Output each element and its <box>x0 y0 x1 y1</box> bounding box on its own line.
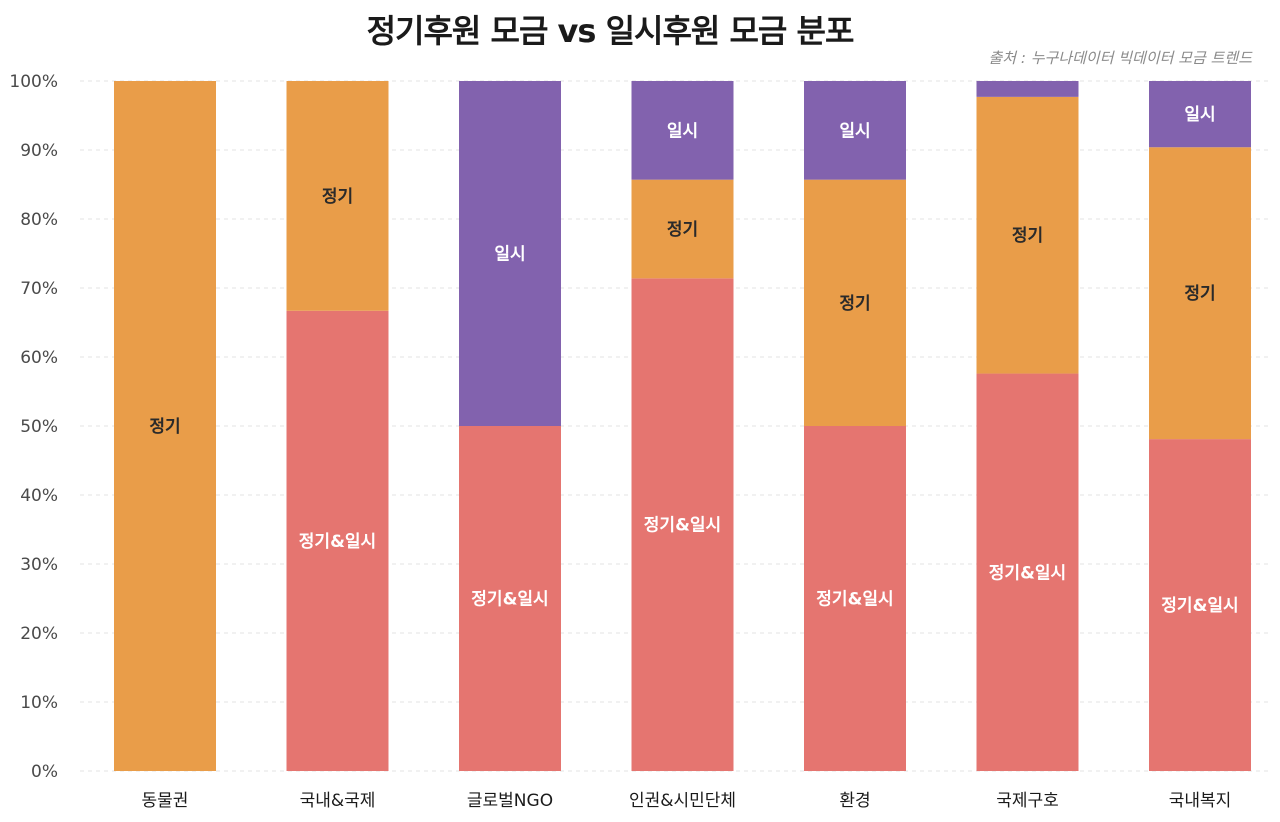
segment-label: 일시 <box>494 245 525 265</box>
bar-segment <box>114 81 216 771</box>
y-tick-label: 0% <box>31 762 58 782</box>
segment-label: 정기 <box>839 294 870 314</box>
x-tick-label: 국내복지 <box>1169 791 1232 811</box>
chart-title: 정기후원 모금 vs 일시후원 모금 분포 <box>366 12 855 50</box>
segment-label: 일시 <box>667 121 698 141</box>
segment-label: 정기 <box>667 220 698 240</box>
y-tick-label: 30% <box>20 555 58 575</box>
bar-segment <box>631 81 734 180</box>
segment-label: 일시 <box>839 121 870 141</box>
segment-label: 일시 <box>1184 105 1215 125</box>
segment-label: 정기&일시 <box>471 590 548 610</box>
y-tick-label: 100% <box>9 72 58 92</box>
y-tick-label: 20% <box>20 624 58 644</box>
segment-label: 정기 <box>322 187 353 207</box>
y-tick-label: 50% <box>20 417 58 437</box>
bar-segment <box>286 310 389 771</box>
x-tick-label: 글로벌NGO <box>467 791 553 811</box>
y-tick-label: 10% <box>20 693 58 713</box>
y-axis-ticks: 0% 10% 20% 30% 40% 50% 60% 70% 80% 90% 100% <box>9 72 58 782</box>
x-tick-label: 환경 <box>839 791 870 811</box>
x-tick-label: 동물권 <box>142 791 189 811</box>
segment-label: 정기 <box>149 417 180 437</box>
segment-label: 정기&일시 <box>299 532 376 552</box>
bar-segment <box>804 81 906 180</box>
bar-segment <box>804 179 906 426</box>
bars: 정기정기&일시정기정기&일시일시정기&일시정기일시정기&일시정기일시정기&일시정… <box>114 81 1251 771</box>
y-tick-label: 40% <box>20 486 58 506</box>
bar-segment <box>976 373 1079 771</box>
bar-segment <box>804 426 906 771</box>
segment-label: 정기&일시 <box>989 563 1066 583</box>
x-tick-label: 인권&시민단체 <box>629 791 736 811</box>
bar-segment <box>459 81 561 426</box>
segment-label: 정기&일시 <box>1161 596 1238 616</box>
y-tick-label: 70% <box>20 279 58 299</box>
x-tick-label: 국내&국제 <box>300 791 376 811</box>
bar-segment <box>631 179 734 279</box>
source-note: 출처 : 누구나데이터 빅데이터 모금 트렌드 <box>988 49 1253 67</box>
bar-segment <box>1149 439 1251 771</box>
bar-segment <box>976 96 1079 374</box>
bar-segment <box>631 278 734 771</box>
segment-label: 정기 <box>1012 226 1043 246</box>
x-tick-label: 국제구호 <box>996 791 1059 811</box>
bar-segment <box>1149 147 1251 440</box>
y-tick-label: 90% <box>20 141 58 161</box>
segment-label: 정기&일시 <box>644 516 721 536</box>
y-tick-label: 60% <box>20 348 58 368</box>
y-tick-label: 80% <box>20 210 58 230</box>
x-axis-ticks: 동물권 국내&국제 글로벌NGO 인권&시민단체 환경 국제구호 국내복지 <box>142 791 1232 811</box>
bar-segment <box>459 426 561 771</box>
bar-segment <box>976 81 1079 97</box>
segment-label: 정기&일시 <box>816 590 893 610</box>
bar-segment <box>1149 81 1251 148</box>
segment-label: 정기 <box>1184 284 1215 304</box>
bar-segment <box>286 81 389 311</box>
